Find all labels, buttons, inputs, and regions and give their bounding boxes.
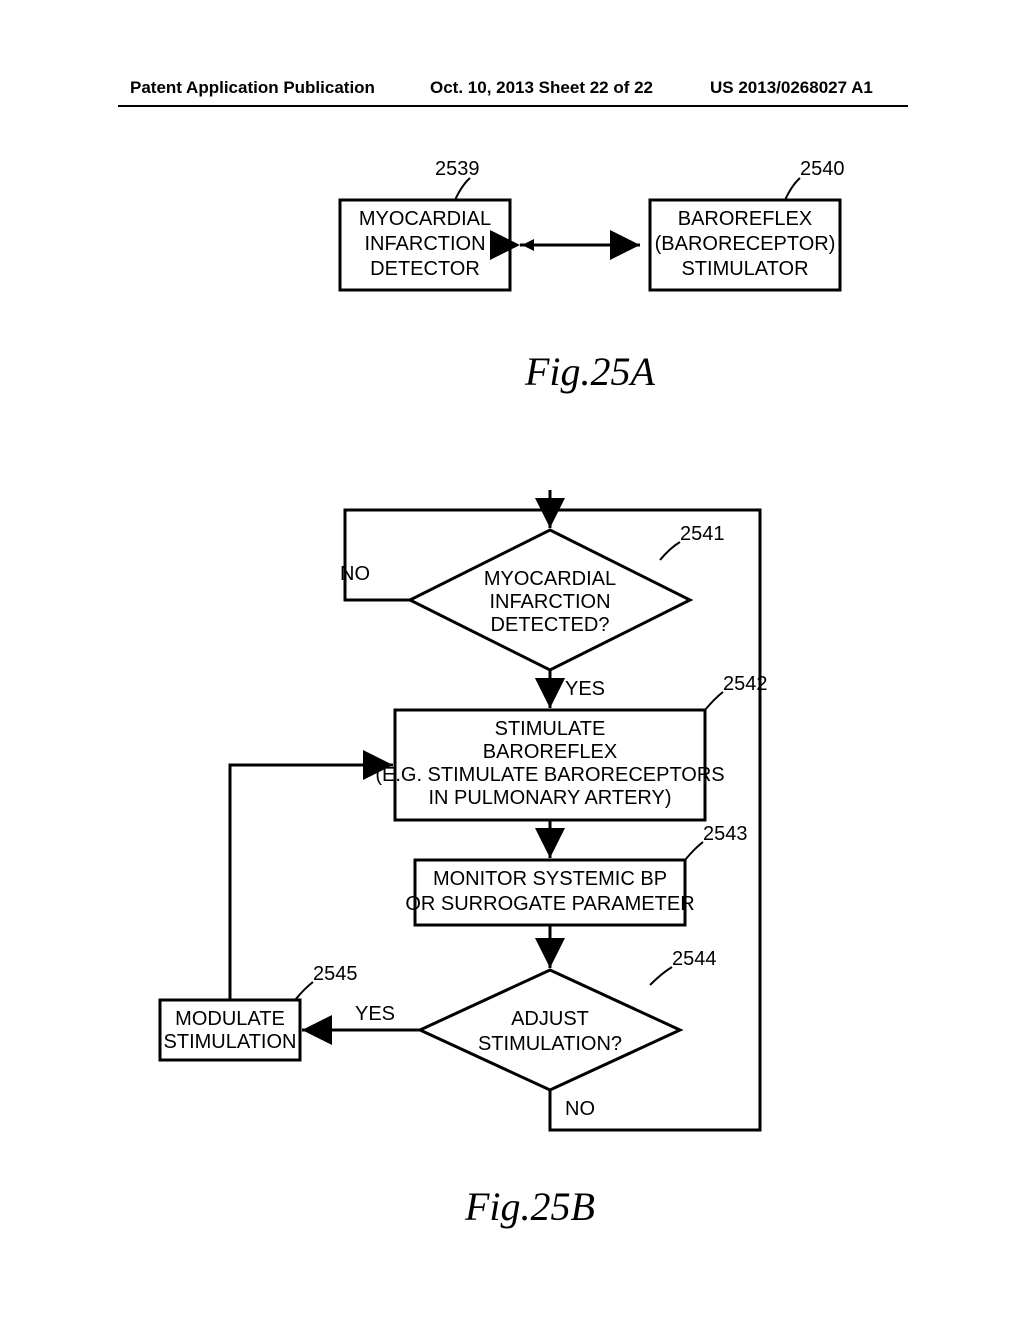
num-2539: 2539: [435, 160, 480, 180]
header-left: Patent Application Publication: [130, 78, 375, 98]
header-rule: [118, 105, 908, 107]
num-2544: 2544: [672, 948, 717, 970]
baroreflex-line1: BAROREFLEX: [678, 208, 812, 230]
b3-l1: MODULATE: [175, 1008, 285, 1030]
d1-l2: INFARCTION: [489, 591, 610, 613]
d1-l3: DETECTED?: [491, 614, 610, 636]
mi-detector-line1: MYOCARDIAL: [359, 208, 491, 230]
header-right: US 2013/0268027 A1: [710, 78, 873, 98]
num-2541: 2541: [680, 523, 725, 545]
d2-yes: YES: [355, 1003, 395, 1025]
fig-25a: MYOCARDIAL INFARCTION DETECTOR 2539 BARO…: [290, 160, 990, 420]
fig25a-caption: Fig.25A: [524, 349, 656, 394]
page: Patent Application Publication Oct. 10, …: [0, 0, 1024, 1320]
header-center: Oct. 10, 2013 Sheet 22 of 22: [430, 78, 653, 98]
num-2545: 2545: [313, 963, 358, 985]
b3-l2: STIMULATION: [164, 1031, 297, 1053]
b1-l4: IN PULMONARY ARTERY): [428, 787, 671, 809]
b2-l2: OR SURROGATE PARAMETER: [405, 893, 694, 915]
b2-l1: MONITOR SYSTEMIC BP: [433, 868, 667, 890]
mi-detector-line3: DETECTOR: [370, 258, 480, 280]
baroreflex-line2: (BARORECEPTOR): [655, 233, 836, 255]
d2-no: NO: [565, 1098, 595, 1120]
d2-l1: ADJUST: [511, 1008, 589, 1030]
d1-l1: MYOCARDIAL: [484, 568, 616, 590]
num-2540: 2540: [800, 160, 845, 180]
d2-l2: STIMULATION?: [478, 1033, 622, 1055]
fig-25b: MYOCARDIAL INFARCTION DETECTED? 2541 NO …: [120, 490, 940, 1250]
loop-modulate-stimulate: [230, 765, 393, 1000]
decision-adjust: [420, 970, 680, 1090]
b1-l2: BAROREFLEX: [483, 741, 617, 763]
d1-yes: YES: [565, 678, 605, 700]
b1-l1: STIMULATE: [495, 718, 606, 740]
b1-l3: (E.G. STIMULATE BARORECEPTORS: [375, 764, 724, 786]
mi-detector-line2: INFARCTION: [364, 233, 485, 255]
arrowhead-left: [522, 239, 534, 251]
num-2543: 2543: [703, 823, 748, 845]
fig25b-caption: Fig.25B: [464, 1184, 595, 1229]
baroreflex-line3: STIMULATOR: [681, 258, 808, 280]
